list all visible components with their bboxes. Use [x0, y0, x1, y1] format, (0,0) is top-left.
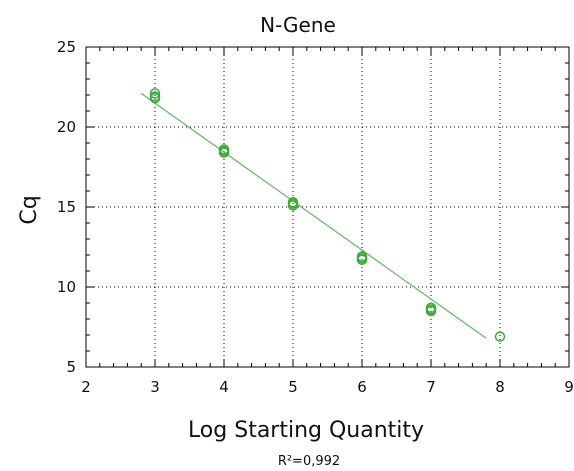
x-tick-label: 6: [357, 378, 367, 396]
x-tick-label: 2: [81, 378, 91, 396]
x-tick-label: 4: [219, 378, 229, 396]
y-tick-labels: 5 10 15 20 25: [57, 38, 76, 376]
y-tick-label: 25: [57, 38, 76, 56]
data-point: [287, 198, 299, 210]
data-points: [149, 88, 506, 342]
y-tick-label: 5: [66, 358, 76, 376]
x-axis-label: Log Starting Quantity: [188, 418, 424, 443]
x-tick-label: 3: [150, 378, 160, 396]
y-tick-label: 20: [57, 118, 76, 136]
x-tick-label: 5: [288, 378, 298, 396]
data-point: [149, 88, 161, 99]
data-point: [425, 304, 437, 315]
data-point: [494, 331, 506, 342]
data-point: [149, 92, 161, 104]
x-tick-label: 8: [495, 378, 505, 396]
fit-line-group: [140, 92, 487, 339]
x-tick-labels: 2 3 4 5 6 7 8 9: [81, 378, 574, 396]
data-point: [218, 145, 230, 157]
regression-line: [140, 92, 487, 339]
y-tick-label: 10: [57, 278, 76, 296]
x-tick-label: 9: [564, 378, 574, 396]
r-squared-annotation: R²=0,992: [278, 454, 340, 469]
y-axis-label: Cq: [17, 195, 42, 224]
x-tick-label: 7: [426, 378, 436, 396]
chart-title: N-Gene: [260, 13, 336, 37]
y-tick-label: 15: [57, 198, 76, 216]
data-point: [356, 252, 368, 264]
axis-ticks: [85, 46, 570, 368]
